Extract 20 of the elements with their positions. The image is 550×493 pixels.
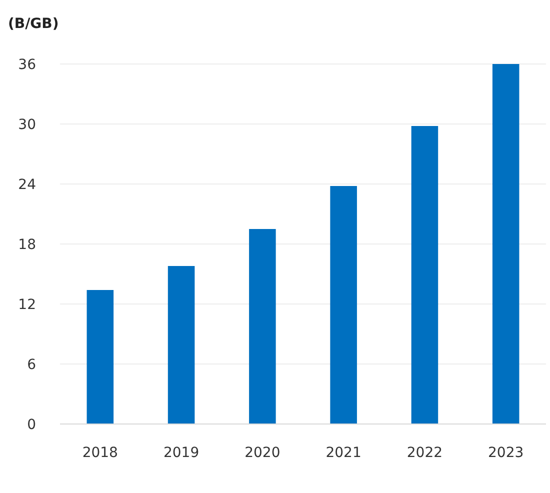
bar <box>168 266 195 424</box>
y-axis-title: (B/GB) <box>8 16 59 32</box>
x-tick-label: 2021 <box>326 445 362 461</box>
x-tick-label: 2022 <box>406 445 443 461</box>
bar <box>330 186 357 424</box>
y-tick-label: 24 <box>18 176 36 193</box>
y-tick-label: 6 <box>27 356 36 373</box>
bar <box>249 229 276 424</box>
y-tick-label: 30 <box>18 116 36 133</box>
bar <box>411 126 438 424</box>
x-tick-label: 2020 <box>244 445 280 461</box>
bar <box>492 64 520 424</box>
x-tick-label: 2018 <box>82 445 118 461</box>
y-tick-label: 36 <box>18 56 36 73</box>
y-tick-label: 18 <box>18 236 36 253</box>
y-tick-label: 0 <box>27 416 36 433</box>
bar <box>86 290 114 424</box>
x-tick-label: 2019 <box>163 445 200 461</box>
y-tick-label: 12 <box>18 296 36 313</box>
x-tick-label: 2023 <box>488 445 524 461</box>
